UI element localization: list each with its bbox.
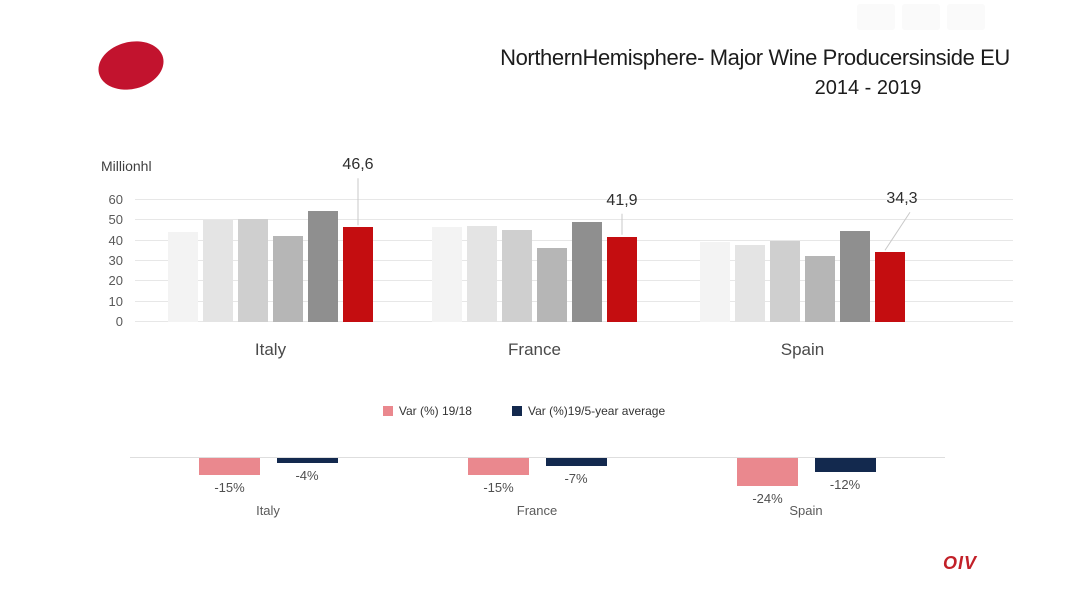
y-axis-tick-label: 10 (108, 293, 123, 309)
bar-spain-2018 (840, 230, 870, 322)
y-axis-tick-label: 0 (115, 314, 123, 329)
bar-italy-2014 (168, 232, 198, 322)
bar-italy-2016 (238, 218, 268, 322)
variation-value-label: -4% (295, 467, 319, 483)
y-axis-tick-label: 30 (108, 253, 123, 268)
variation-bar-spain-19-5yr (814, 458, 876, 472)
country-label-spain-lower: Spain (789, 503, 823, 518)
bar-spain-2014 (700, 241, 730, 322)
bar-italy-2015 (203, 220, 233, 322)
legend: Var (%) 19/18 Var (%)19/5-year average (0, 404, 1048, 418)
watermark-blob (902, 4, 940, 30)
variation-bar-spain-19-18 (737, 458, 798, 486)
bar-france-2018 (572, 221, 602, 322)
y-axis-tick-label: 50 (108, 212, 123, 228)
bar-italy-2017 (273, 235, 303, 322)
variation-bar-italy-19-5yr (276, 458, 338, 463)
brand-ellipse-logo (93, 34, 169, 97)
production-chart-plot: 0 10 20 30 40 50 60 Italy France Spain (109, 192, 1013, 359)
bar-france-2014 (432, 227, 462, 322)
bar-france-2016 (502, 229, 532, 322)
country-label-france: France (508, 340, 561, 359)
legend-label-var-19-5yr: Var (%)19/5-year average (527, 404, 666, 418)
country-label-france-lower: France (516, 503, 558, 518)
y-axis-unit-label: Millionhl (101, 158, 152, 174)
variation-value-label: -24% (752, 490, 783, 506)
variation-value-label: -7% (564, 471, 588, 487)
bar-spain-2015 (735, 245, 765, 322)
bar-spain-2019 (875, 252, 905, 322)
watermark (857, 4, 985, 30)
variation-bar-italy-19-18 (199, 458, 260, 476)
variation-value-label: -12% (829, 476, 861, 492)
watermark-blob (857, 4, 895, 30)
chart-subtitle: 2014 - 2019 (814, 77, 922, 99)
bar-spain-2016 (770, 241, 800, 322)
bar-italy-2018 (308, 210, 338, 322)
variation-bar-france-19-18 (468, 458, 529, 476)
legend-item-var-19-5yr: Var (%)19/5-year average (511, 404, 666, 418)
gridline (135, 219, 1013, 221)
oiv-logo: OIV (943, 553, 978, 573)
y-axis-tick-label: 40 (108, 232, 123, 248)
legend-swatch-navy (511, 406, 522, 416)
country-label-spain: Spain (780, 340, 825, 359)
highlight-value-label-spain: 34,3 (886, 190, 918, 208)
legend-item-var-19-18: Var (%) 19/18 (382, 404, 472, 418)
gridline (135, 199, 1013, 200)
highlight-value-label-france: 41,9 (606, 191, 638, 209)
variation-chart-baseline (130, 457, 945, 458)
country-label-italy: Italy (254, 340, 287, 359)
variation-value-label: -15% (214, 480, 245, 496)
bar-france-2017 (537, 248, 567, 322)
bar-france-2019 (607, 236, 637, 322)
chart-title: NorthernHemisphere- Major Wine Producers… (500, 45, 1010, 70)
bar-italy-2019 (343, 227, 373, 322)
highlight-value-label-italy: 46,6 (342, 156, 374, 174)
y-axis-tick-label: 60 (108, 192, 123, 207)
legend-label-var-19-18: Var (%) 19/18 (398, 404, 472, 418)
variation-bar-france-19-5yr (545, 458, 607, 467)
legend-swatch-pink (382, 406, 393, 416)
variation-value-label: -15% (483, 480, 514, 496)
bar-france-2015 (467, 226, 497, 322)
country-label-italy-lower: Italy (256, 503, 280, 518)
bar-spain-2017 (805, 255, 835, 322)
watermark-blob (947, 4, 985, 30)
y-axis-tick-label: 20 (108, 273, 123, 289)
